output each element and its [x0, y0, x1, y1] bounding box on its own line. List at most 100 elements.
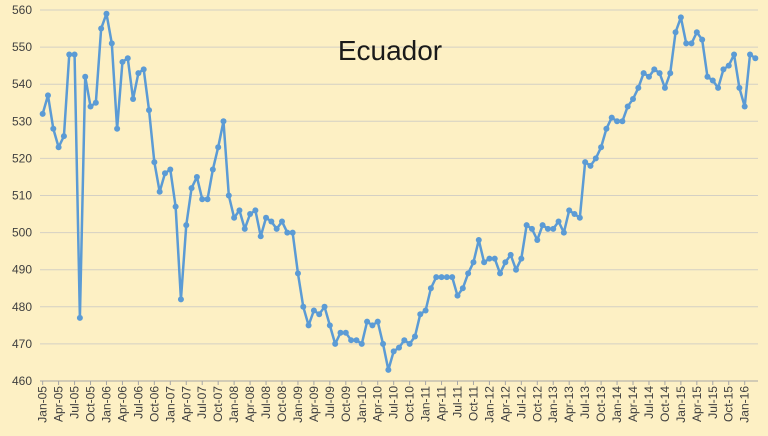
data-point	[598, 144, 605, 151]
data-point	[704, 73, 711, 80]
data-point	[172, 203, 179, 210]
x-tick-label: Apr-09	[307, 386, 321, 422]
y-tick-label: 490	[12, 263, 32, 277]
data-point	[427, 285, 434, 292]
data-point	[587, 162, 594, 169]
chart-title: Ecuador	[338, 35, 442, 66]
x-tick-label: Jul-13	[578, 386, 592, 419]
x-tick-label: Jan-05	[36, 386, 50, 423]
data-point	[177, 296, 184, 303]
data-point	[502, 259, 509, 266]
data-point	[294, 270, 301, 277]
data-point	[215, 144, 222, 151]
data-point	[332, 340, 339, 347]
data-point	[241, 225, 248, 232]
data-point	[550, 225, 557, 232]
x-tick-label: Oct-13	[594, 386, 608, 422]
x-tick-label: Jul-07	[195, 386, 209, 419]
data-point	[124, 55, 131, 62]
y-tick-label: 550	[12, 40, 32, 54]
x-tick-label: Apr-13	[562, 386, 576, 422]
x-tick-label: Oct-10	[403, 386, 417, 422]
data-point	[752, 55, 759, 62]
data-point	[667, 70, 674, 77]
data-point	[135, 70, 142, 77]
y-tick-label: 560	[12, 3, 32, 17]
data-point	[449, 274, 456, 281]
data-point	[236, 207, 243, 214]
data-point	[396, 344, 402, 351]
data-point	[661, 84, 668, 91]
x-tick-label: Jan-14	[610, 386, 624, 423]
data-point	[385, 366, 392, 373]
data-point	[582, 159, 589, 166]
data-point	[257, 233, 264, 240]
data-point	[544, 225, 551, 232]
x-tick-label: Oct-07	[211, 386, 225, 422]
data-point	[513, 266, 520, 273]
data-point	[60, 133, 67, 140]
x-tick-label: Jul-11	[451, 386, 465, 418]
data-point	[130, 96, 137, 103]
data-point	[114, 125, 121, 132]
data-point	[539, 222, 546, 229]
data-point	[44, 92, 51, 99]
x-tick-label: Jan-13	[546, 386, 560, 423]
data-point	[640, 70, 647, 77]
data-point	[481, 259, 488, 266]
y-tick-label: 520	[12, 151, 32, 165]
data-point	[369, 322, 376, 329]
x-tick-label: Apr-08	[243, 386, 257, 422]
x-tick-label: Jan-06	[99, 386, 113, 423]
data-point	[263, 214, 270, 221]
data-point	[528, 225, 535, 232]
data-point	[736, 84, 743, 91]
data-point	[82, 73, 89, 80]
data-point	[534, 237, 541, 244]
x-tick-label: Jan-10	[355, 386, 369, 423]
data-point	[337, 329, 344, 336]
data-point	[725, 62, 732, 69]
data-point	[433, 274, 440, 281]
data-point	[630, 96, 637, 103]
data-point	[608, 114, 615, 121]
series-ecuador	[39, 10, 759, 373]
data-point	[252, 207, 259, 214]
data-point	[326, 322, 333, 329]
data-point	[656, 70, 663, 77]
x-tick-label: Jul-12	[514, 386, 528, 419]
data-point	[672, 29, 679, 36]
x-tick-label: Apr-14	[626, 386, 640, 422]
data-point	[438, 274, 445, 281]
data-point	[571, 211, 578, 218]
data-point	[310, 307, 317, 314]
gridlines	[40, 9, 758, 345]
data-point	[71, 51, 78, 58]
x-tick-label: Oct-15	[722, 386, 736, 422]
x-tick-label: Jan-15	[674, 386, 688, 423]
data-point	[497, 270, 504, 277]
y-tick-label: 500	[12, 226, 32, 240]
x-tick-label: Oct-05	[84, 386, 98, 422]
data-point	[300, 303, 307, 310]
data-point	[507, 251, 514, 258]
data-point	[454, 292, 461, 299]
data-point	[76, 314, 83, 321]
series-line	[41, 12, 757, 372]
data-point	[645, 73, 652, 80]
y-tick-label: 470	[12, 337, 32, 351]
data-point	[459, 285, 466, 292]
data-point	[268, 218, 275, 225]
data-point	[273, 225, 280, 232]
x-tick-label: Jul-05	[68, 386, 82, 419]
data-point	[465, 270, 472, 277]
data-point	[715, 84, 722, 91]
data-point	[747, 51, 754, 58]
x-tick-label: Apr-10	[371, 386, 385, 422]
data-point	[108, 40, 115, 47]
data-point	[699, 36, 706, 43]
x-tick-label: Apr-05	[52, 386, 66, 422]
data-point	[731, 51, 738, 58]
x-tick-label: Apr-15	[690, 386, 704, 422]
